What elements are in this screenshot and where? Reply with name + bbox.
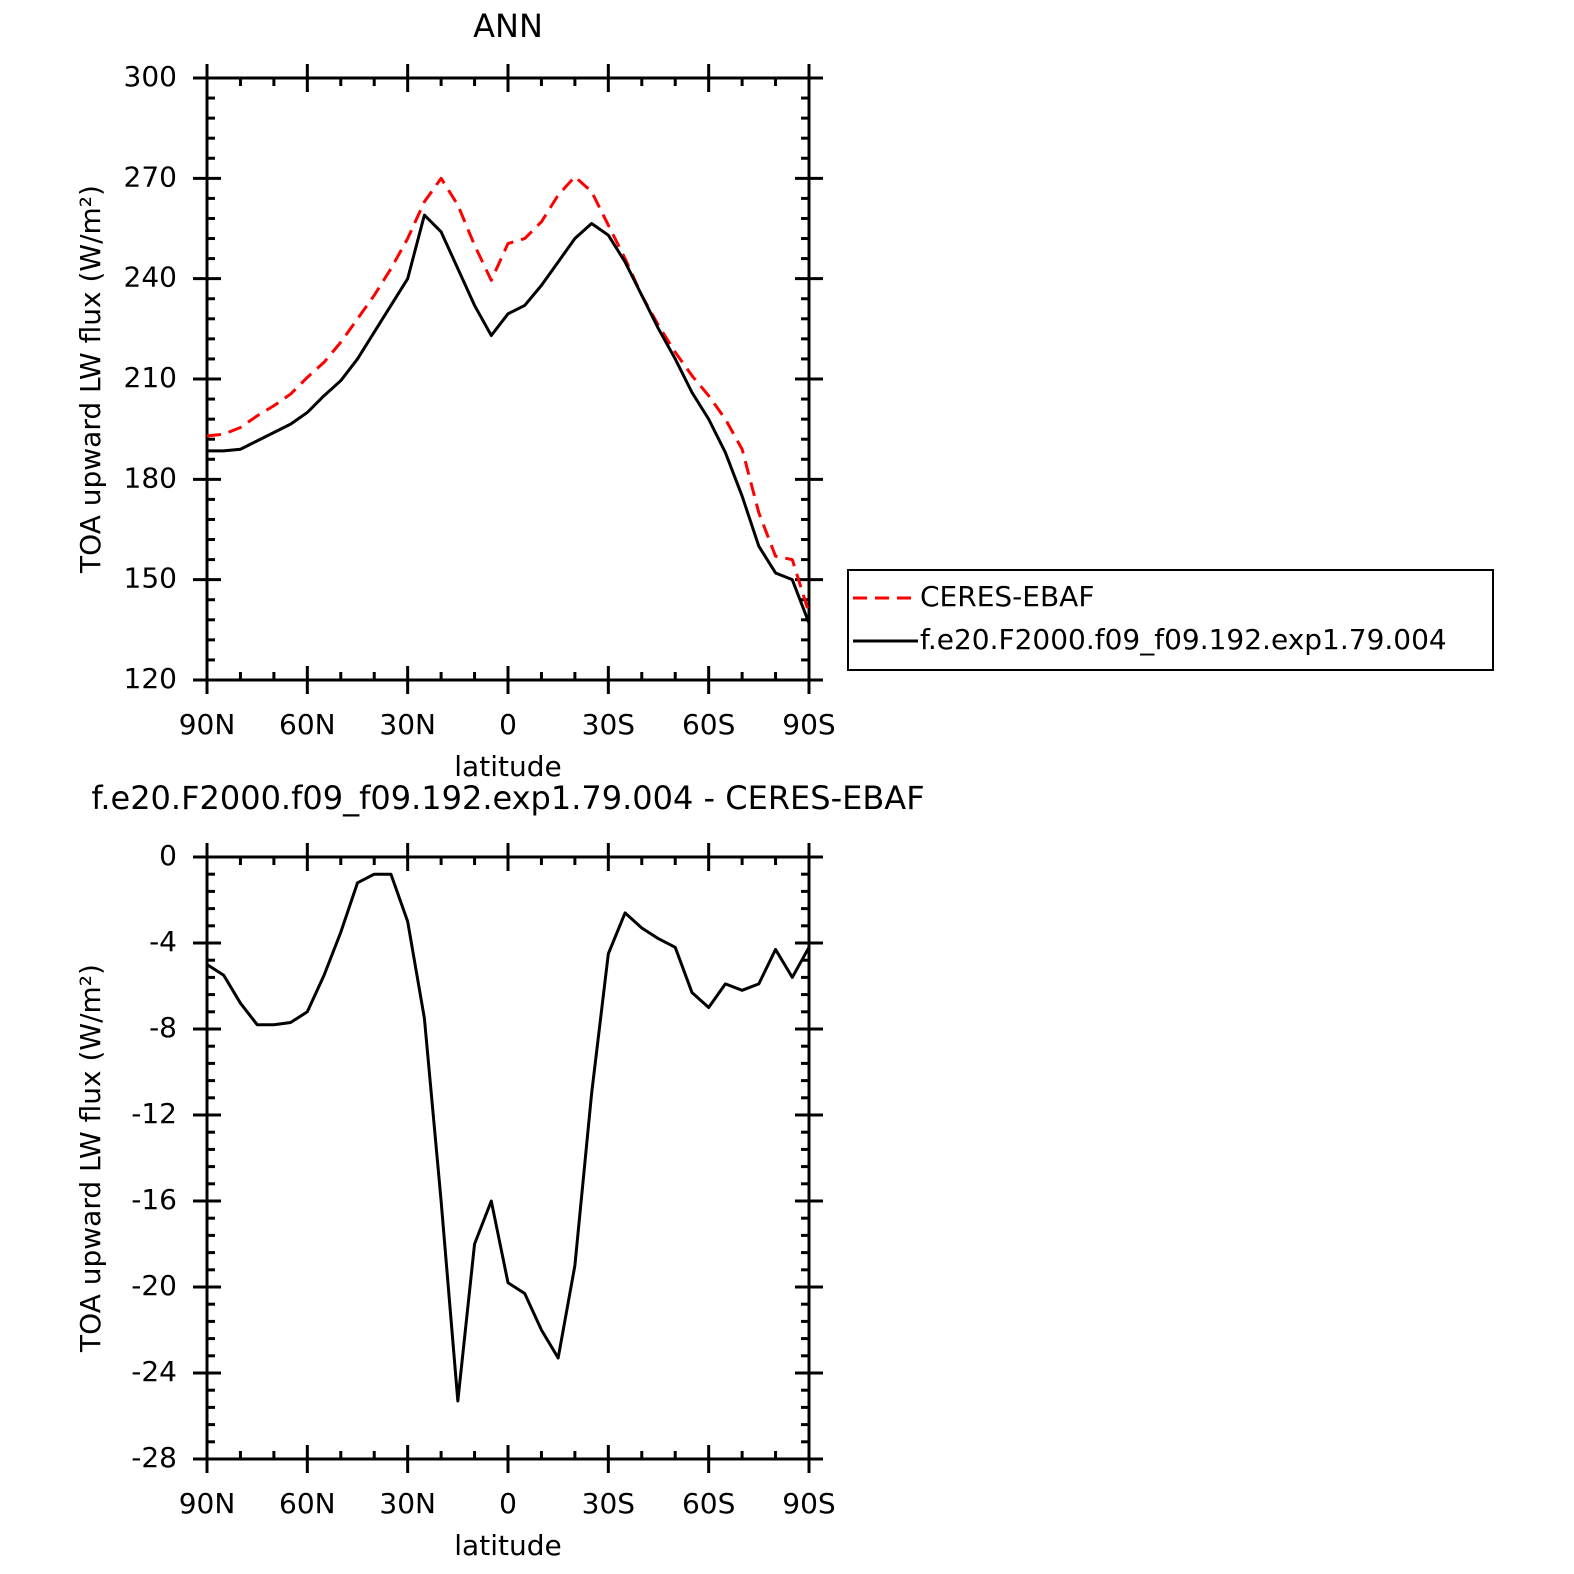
legend-label: f.e20.F2000.f09_f09.192.exp1.79.004 (920, 623, 1447, 656)
y-tick-label: -16 (131, 1183, 177, 1216)
y-tick-label: -12 (131, 1097, 177, 1130)
y-tick-label: 300 (124, 60, 177, 93)
y-tick-label: 180 (124, 461, 177, 494)
x-tick-label: 90N (179, 708, 236, 741)
series-line (206, 175, 811, 614)
x-tick-label: 90S (782, 708, 835, 741)
y-tick-label: -4 (149, 925, 177, 958)
x-tick-label: 0 (499, 1487, 517, 1520)
legend-box (847, 569, 1494, 671)
y-tick-label: 210 (124, 361, 177, 394)
y-tick-label: 150 (124, 562, 177, 595)
x-tick-label: 30S (582, 1487, 635, 1520)
chart-title: f.e20.F2000.f09_f09.192.exp1.79.004 - CE… (91, 779, 924, 817)
x-tick-label: 60N (279, 1487, 336, 1520)
y-axis-label: TOA upward LW flux (W/m²) (74, 185, 107, 574)
y-tick-label: -28 (131, 1441, 177, 1474)
x-tick-label: 60N (279, 708, 336, 741)
x-tick-label: 0 (499, 708, 517, 741)
y-tick-label: 270 (124, 160, 177, 193)
x-tick-label: 90N (179, 1487, 236, 1520)
plot-frame (205, 855, 811, 1461)
x-tick-label: 30S (582, 708, 635, 741)
y-tick-label: 0 (159, 839, 177, 872)
x-axis-label: latitude (454, 750, 561, 783)
x-tick-label: 60S (682, 708, 735, 741)
y-tick-label: -24 (131, 1355, 177, 1388)
x-tick-label: 30N (379, 708, 436, 741)
x-tick-label: 30N (379, 1487, 436, 1520)
y-tick-label: 120 (124, 662, 177, 695)
series-line (206, 872, 811, 1403)
chart-title: ANN (473, 7, 543, 45)
plot-frame (205, 76, 811, 682)
y-tick-label: -8 (149, 1011, 177, 1044)
y-axis-label: TOA upward LW flux (W/m²) (74, 964, 107, 1353)
x-tick-label: 90S (782, 1487, 835, 1520)
y-tick-label: 240 (124, 261, 177, 294)
x-tick-label: 60S (682, 1487, 735, 1520)
x-axis-label: latitude (454, 1529, 561, 1562)
legend-label: CERES-EBAF (920, 580, 1094, 613)
series-line (207, 213, 811, 624)
y-tick-label: -20 (131, 1269, 177, 1302)
